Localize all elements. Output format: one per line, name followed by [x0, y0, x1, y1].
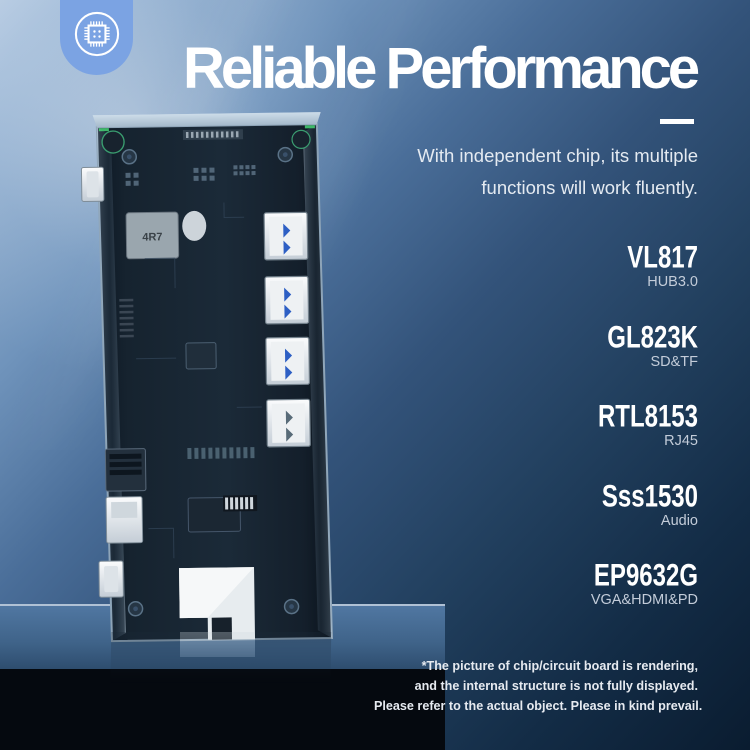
svg-text:4R7: 4R7	[142, 231, 162, 243]
